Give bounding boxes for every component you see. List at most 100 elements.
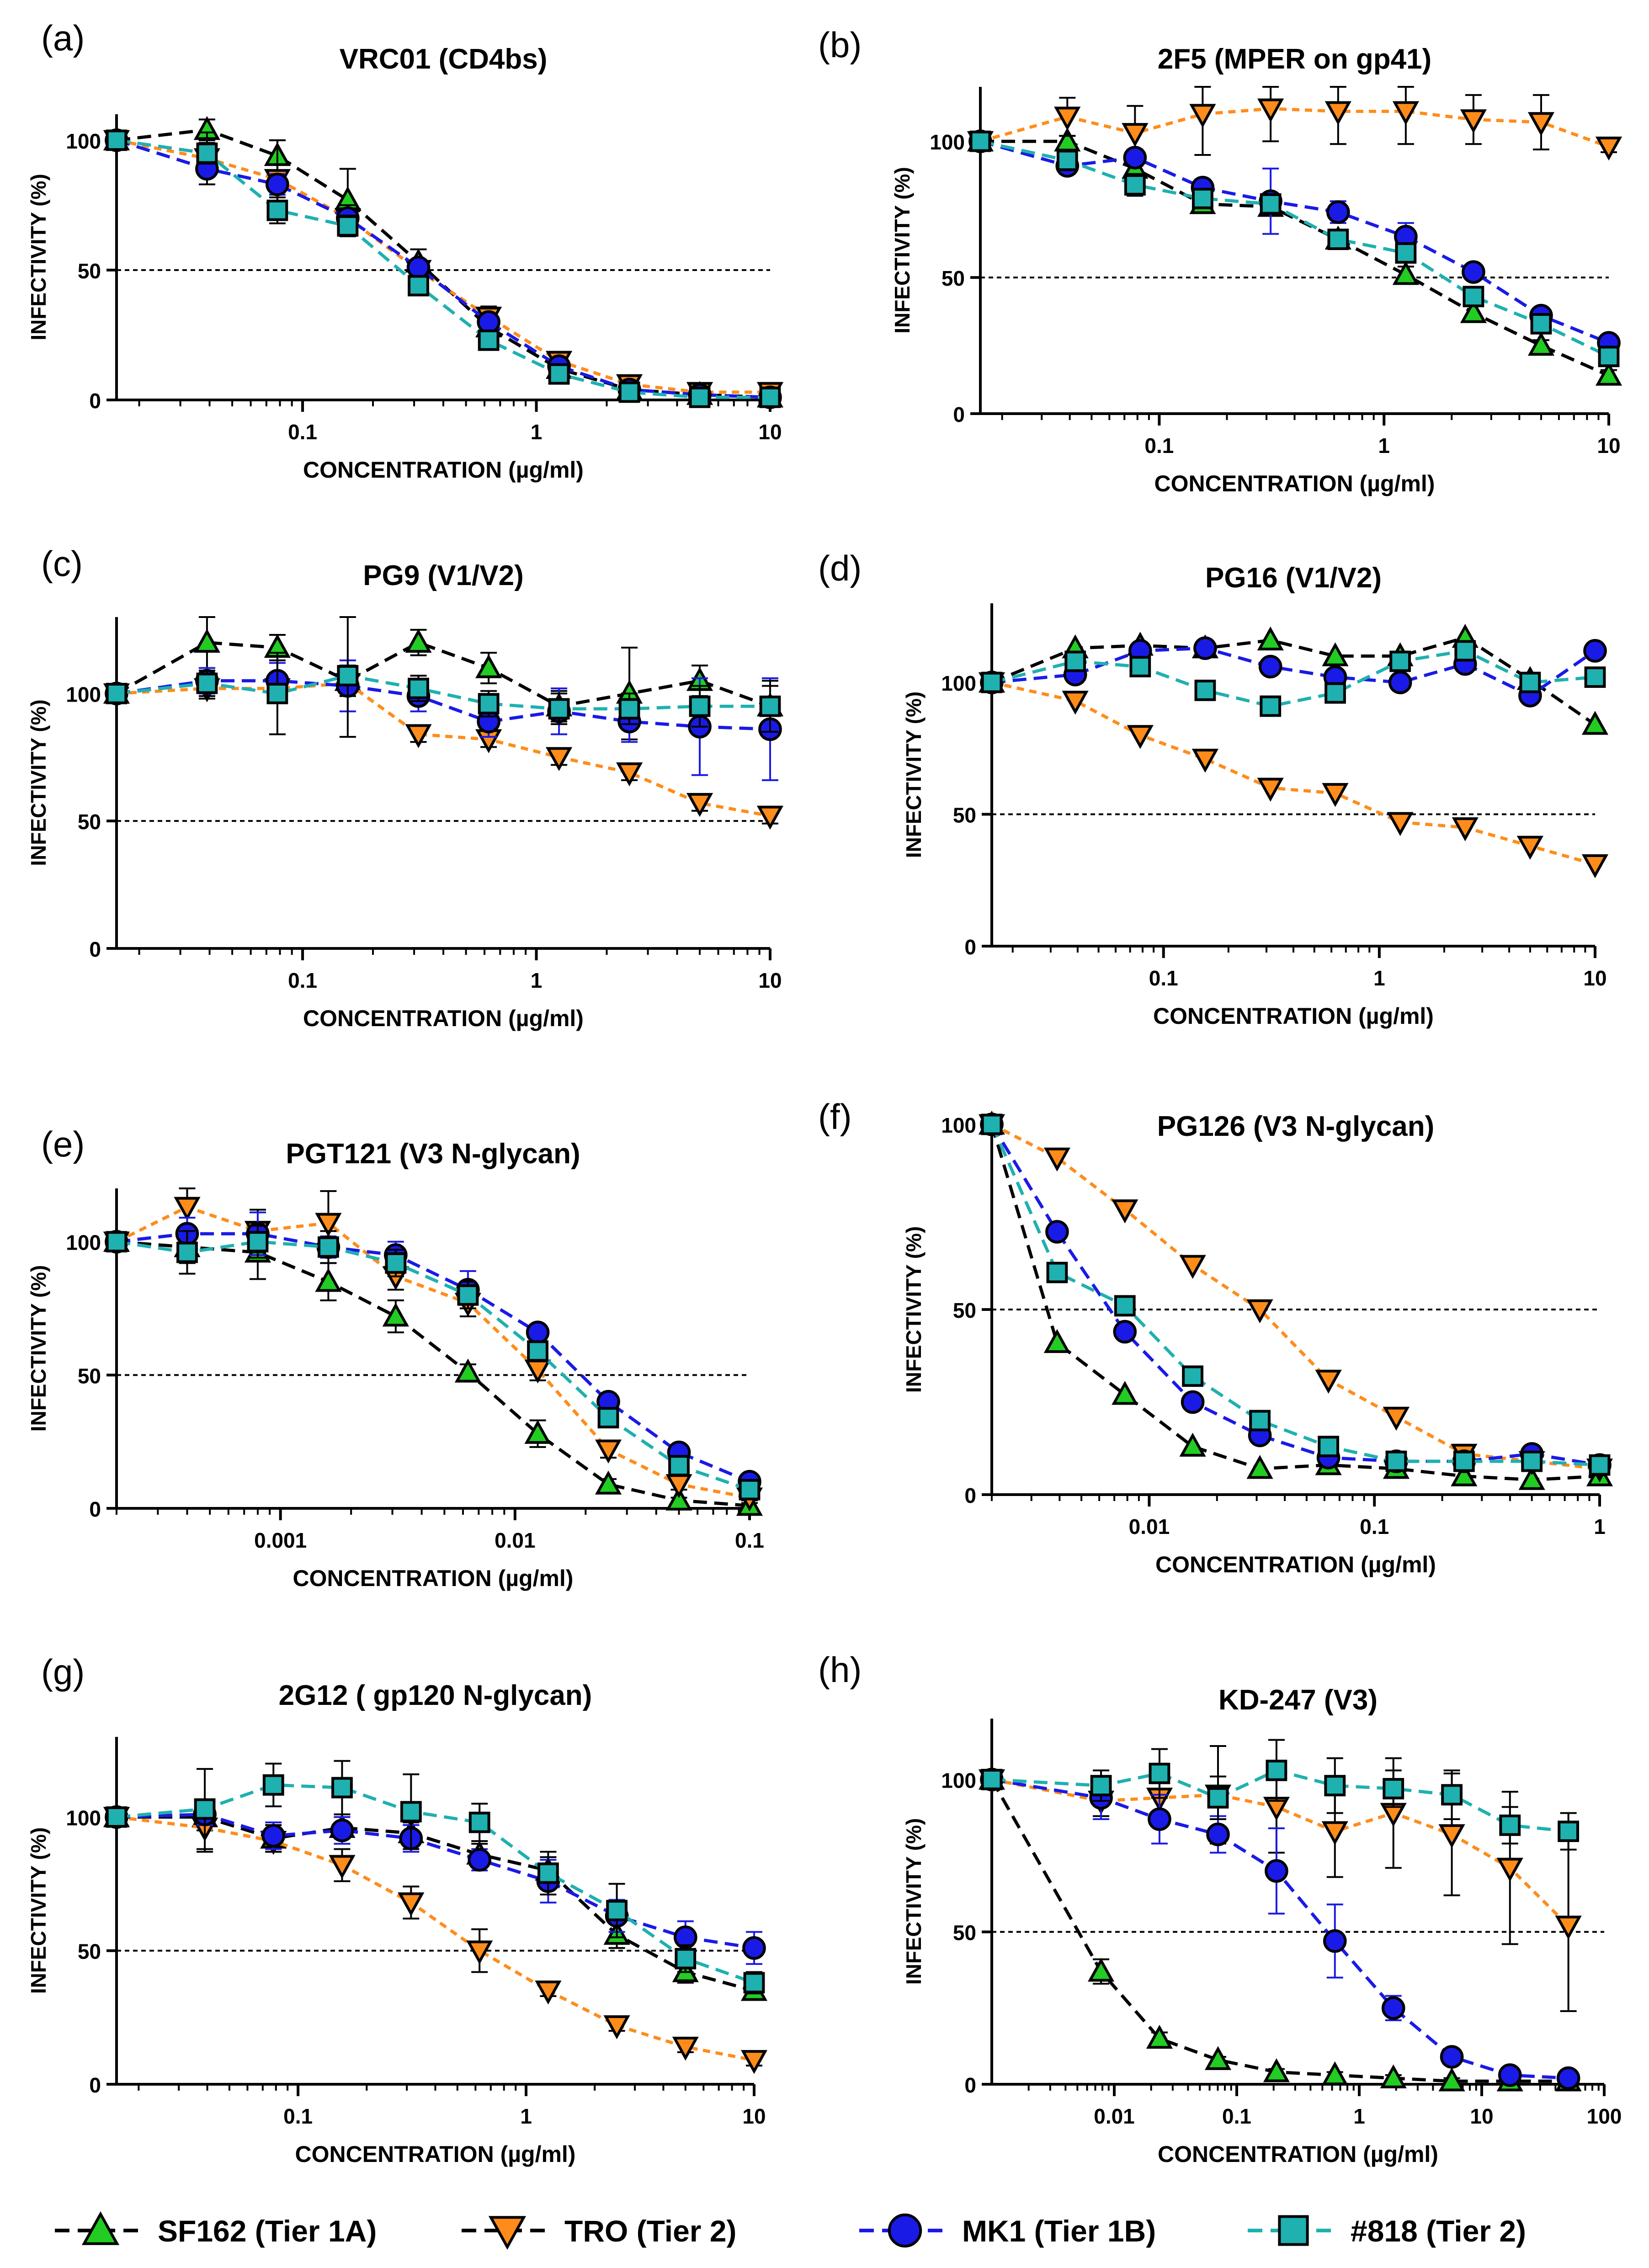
x-tick-label: 0.1 xyxy=(1149,966,1178,990)
data-point xyxy=(1204,2046,1232,2070)
y-tick-label: 50 xyxy=(78,1364,101,1388)
data-point xyxy=(759,695,781,717)
y-tick-label: 50 xyxy=(953,804,976,827)
y-axis-label: INFECTIVITY (%) xyxy=(27,1265,50,1432)
x-tick-label: 0.1 xyxy=(735,1528,764,1552)
data-point xyxy=(672,2036,699,2061)
x-axis-label: CONCENTRATION (µg/ml) xyxy=(303,1006,584,1031)
data-point xyxy=(1146,2024,1173,2049)
data-point xyxy=(1555,1916,1582,1940)
series xyxy=(106,616,781,738)
series-line xyxy=(116,681,771,818)
data-point xyxy=(1516,836,1543,860)
data-point xyxy=(1257,777,1284,802)
data-point xyxy=(1581,854,1609,878)
data-point xyxy=(1498,2063,1522,2087)
data-point xyxy=(1589,1454,1611,1476)
data-point xyxy=(454,1358,481,1383)
data-point xyxy=(1322,783,1349,807)
data-point xyxy=(689,386,711,408)
legend-label: MK1 (Tier 1B) xyxy=(962,2214,1156,2248)
data-point xyxy=(759,386,781,408)
x-tick-label: 100 xyxy=(1587,2104,1622,2128)
y-tick-label: 50 xyxy=(953,1299,976,1322)
x-tick-label: 1 xyxy=(1594,1515,1606,1539)
x-axis-label: CONCENTRATION (µg/ml) xyxy=(1154,471,1435,496)
data-point xyxy=(266,199,288,221)
data-point xyxy=(1043,1329,1071,1353)
y-tick-label: 0 xyxy=(964,2073,976,2097)
series-line xyxy=(990,1778,1569,2083)
x-axis-label: CONCENTRATION (µg/ml) xyxy=(1158,2141,1438,2167)
data-point xyxy=(1148,1807,1171,1831)
series-line xyxy=(991,649,1596,708)
series xyxy=(105,128,782,410)
data-point xyxy=(408,275,429,297)
data-point xyxy=(740,2050,768,2074)
data-point xyxy=(665,1486,692,1511)
series xyxy=(106,1760,765,1995)
data-point xyxy=(1558,1821,1580,1842)
y-tick-label: 100 xyxy=(941,1768,976,1792)
y-tick-label: 100 xyxy=(941,1113,976,1137)
y-tick-label: 0 xyxy=(89,389,101,413)
data-point xyxy=(1462,260,1485,284)
series xyxy=(978,1766,1582,2092)
data-point xyxy=(408,677,429,699)
series-line xyxy=(117,1815,755,1992)
data-point xyxy=(527,1340,548,1362)
data-point xyxy=(537,1862,559,1884)
data-point xyxy=(1452,817,1479,841)
y-tick-label: 0 xyxy=(89,937,101,961)
data-point xyxy=(1598,346,1620,367)
series-line xyxy=(991,636,1596,726)
data-point xyxy=(1257,98,1284,122)
y-tick-label: 100 xyxy=(66,682,101,706)
data-point xyxy=(1581,711,1609,735)
legend-label: TRO (Tier 2) xyxy=(564,2214,737,2248)
data-point xyxy=(329,1855,356,1879)
series xyxy=(105,1211,761,1494)
data-point xyxy=(1438,1824,1465,1848)
series-line xyxy=(116,1783,755,1985)
data-point xyxy=(1189,104,1216,128)
data-point xyxy=(1182,1365,1204,1387)
x-tick-label: 0.1 xyxy=(1360,1515,1389,1539)
series xyxy=(106,129,781,408)
data-point xyxy=(1387,812,1414,836)
data-point xyxy=(318,1236,339,1258)
x-axis-label: CONCENTRATION (µg/ml) xyxy=(295,2141,576,2167)
x-tick-label: 1 xyxy=(531,969,543,992)
series-line xyxy=(116,138,770,399)
data-point xyxy=(1392,101,1419,125)
y-axis-label: INFECTIVITY (%) xyxy=(902,1818,926,1985)
data-point xyxy=(468,1848,492,1872)
data-point xyxy=(478,693,500,715)
x-axis-label: CONCENTRATION (µg/ml) xyxy=(303,457,584,483)
data-point xyxy=(618,698,640,720)
data-point xyxy=(1388,671,1412,694)
data-point xyxy=(1324,1775,1346,1797)
data-point xyxy=(981,1113,1003,1135)
data-point xyxy=(1087,1958,1115,1982)
data-point xyxy=(524,1359,551,1384)
data-point xyxy=(405,724,432,748)
data-point xyxy=(524,1420,551,1444)
data-point xyxy=(337,215,359,237)
data-point xyxy=(106,1231,128,1253)
data-point xyxy=(1327,229,1349,250)
y-axis-label: INFECTIVITY (%) xyxy=(890,167,914,334)
data-point xyxy=(331,1777,353,1799)
x-tick-label: 0.1 xyxy=(1144,434,1174,458)
data-point xyxy=(743,1972,765,1994)
data-point xyxy=(1064,650,1086,672)
data-point xyxy=(1318,1436,1340,1458)
data-point xyxy=(1325,682,1346,704)
chart-title: PG126 (V3 N-glycan) xyxy=(1157,1111,1434,1142)
series xyxy=(980,1113,1612,1477)
data-point xyxy=(1583,639,1607,663)
data-point xyxy=(261,1824,286,1848)
y-tick-label: 0 xyxy=(953,403,965,426)
data-point xyxy=(1527,331,1555,356)
data-point xyxy=(1246,1299,1273,1324)
